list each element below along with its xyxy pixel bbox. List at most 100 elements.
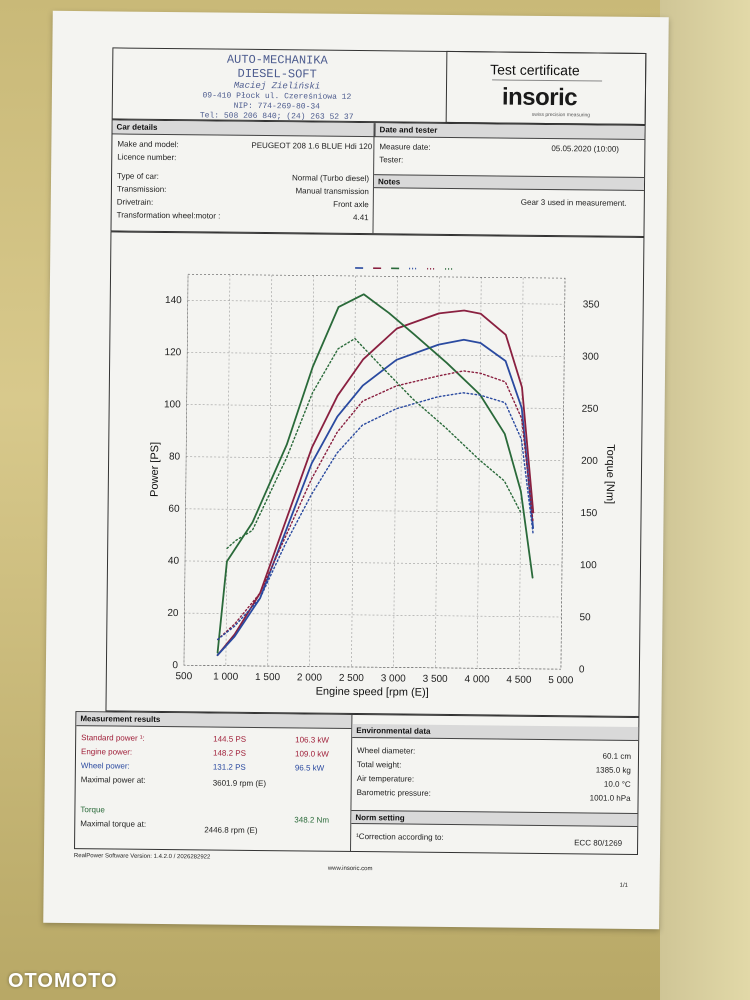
environment-value: 60.1 cm: [602, 751, 632, 761]
grid-line-y: [185, 560, 563, 566]
series-line-5: [226, 337, 522, 550]
environment-label: Wheel diameter:: [357, 746, 416, 756]
car-detail-label: Transmission:: [116, 184, 167, 194]
environment-heading: Environmental data: [352, 723, 639, 741]
series-line-4: [217, 392, 534, 641]
y-tick-label: 60: [168, 504, 180, 515]
power-torque-chart: 500 1 000 1 500 2 000 2 500 3 000 3 500 4 000 4 …: [149, 267, 617, 699]
software-version: RealPower Software Version: 1.4.2.0 / 20…: [73, 853, 211, 861]
x-tick-label: 3 000: [381, 673, 407, 684]
max-power-label: Maximal power at:: [80, 775, 146, 785]
x-tick-label: 2 500: [339, 673, 365, 684]
car-detail-label: Transformation wheel:motor :: [116, 210, 221, 221]
x-tick-label: 1 500: [255, 672, 281, 683]
measure-date-label: Measure date:: [379, 142, 431, 152]
grid-line-y: [187, 352, 565, 357]
engine-power-kw: 109.0 kW: [294, 749, 329, 759]
y-tick-label: 20: [167, 608, 179, 619]
notes-heading: Notes: [373, 174, 645, 191]
plot-area: [183, 273, 566, 670]
car-detail-label: Make and model:: [117, 139, 179, 150]
grid-line-x: [393, 276, 398, 668]
x-tick-label: 500: [175, 671, 192, 682]
insoric-logo-text: insoric: [501, 83, 578, 112]
series-line-0: [216, 309, 535, 657]
y-tick-label: 140: [165, 295, 182, 306]
car-detail-value: Normal (Turbo diesel): [291, 173, 370, 184]
grid-line-x: [434, 276, 440, 668]
grid-line-y: [186, 456, 564, 461]
x-tick-label: 2 000: [297, 672, 323, 683]
standard-power-kw: 106.3 kW: [295, 735, 330, 745]
insoric-logo: insoric: [502, 84, 577, 113]
standard-power-ps: 144.5 PS: [213, 734, 247, 744]
series-line-1: [216, 338, 535, 657]
grid-line-x: [267, 275, 273, 667]
website: www.insoric.com: [327, 865, 373, 873]
car-detail-value: Manual transmission: [295, 186, 369, 197]
otomoto-watermark: OTOMOTO: [8, 970, 118, 992]
y2-axis-label: Torque [Nm]: [604, 444, 617, 504]
series-line-3: [217, 370, 534, 641]
engine-power-label: Engine power:: [80, 747, 133, 757]
certificate-title: Test certificate: [490, 61, 580, 79]
series-line-2: [216, 293, 534, 654]
y-tick-label: 120: [164, 347, 181, 358]
x-tick-label: 1 000: [213, 672, 239, 683]
x-tick-label: 3 500: [423, 674, 449, 685]
test-certificate-sheet: AUTO-MECHANIKA DIESEL-SOFT Maciej Zieliń…: [43, 10, 669, 930]
environment-label: Air temperature:: [356, 774, 415, 784]
y-axis-label: Power [PS]: [149, 442, 162, 497]
max-torque-label: Maximal torque at:: [80, 819, 147, 829]
car-detail-value: PEUGEOT 208 1.6 BLUE Hdi 120: [251, 140, 373, 152]
y2-tick-label: 100: [580, 560, 597, 571]
y-tick-label: 100: [164, 399, 181, 410]
wall-background: [660, 0, 750, 1000]
wheel-power-ps: 131.2 PS: [212, 762, 246, 772]
tester-label: Tester:: [379, 155, 404, 165]
notes-text: Gear 3 used in measurement.: [520, 197, 627, 208]
grid-line-x: [476, 277, 482, 669]
y2-tick-label: 250: [582, 404, 599, 415]
grid-line-x: [225, 274, 231, 666]
y-tick-label: 80: [169, 452, 181, 463]
grid-line-y: [186, 404, 564, 409]
max-power-value: 3601.9 rpm (E): [212, 778, 267, 789]
x-tick-label: 4 000: [464, 674, 490, 685]
wheel-power-label: Wheel power:: [80, 761, 130, 771]
grid-line-y: [185, 508, 563, 514]
car-detail-label: Drivetrain:: [116, 197, 154, 207]
y2-tick-label: 200: [581, 456, 598, 467]
measurement-heading: Measurement results: [76, 712, 352, 729]
grid-line-x: [560, 278, 566, 670]
car-detail-value: Front axle: [333, 199, 369, 210]
grid-line-y: [187, 299, 565, 305]
engine-power-ps: 148.2 PS: [212, 748, 246, 758]
norm-label: ¹Correction according to:: [356, 832, 444, 842]
grid-line-x: [309, 275, 315, 667]
car-details-heading: Car details: [112, 120, 375, 138]
norm-heading: Norm setting: [351, 809, 638, 827]
car-detail-value: 4.41: [353, 212, 369, 223]
max-torque-value: 2446.8 rpm (E): [204, 825, 258, 835]
torque-value: 348.2 Nm: [294, 815, 330, 825]
environment-label: Barometric pressure:: [356, 788, 431, 798]
y2-tick-label: 150: [580, 508, 597, 519]
y2-tick-label: 350: [583, 299, 600, 310]
environment-value: 1385.0 kg: [595, 765, 631, 775]
insoric-tagline: swiss precision measuring: [531, 111, 591, 119]
torque-label: Torque: [80, 805, 105, 815]
page-number: 1/1: [619, 882, 629, 889]
y-tick-label: 40: [168, 556, 180, 567]
measure-date-value: 05.05.2020 (10:00): [551, 144, 620, 154]
environment-value: 10.0 °C: [603, 779, 631, 789]
environment-label: Total weight:: [356, 760, 402, 770]
grid-line-x: [518, 277, 524, 669]
grid-line-y: [184, 612, 562, 618]
y2-tick-label: 300: [582, 352, 599, 363]
x-tick-label: 5 000: [548, 675, 574, 686]
y2-tick-label: 0: [579, 664, 585, 675]
environment-value: 1001.0 hPa: [589, 793, 631, 803]
car-detail-label: Type of car:: [117, 171, 159, 181]
x-tick-label: 4 500: [506, 675, 532, 686]
